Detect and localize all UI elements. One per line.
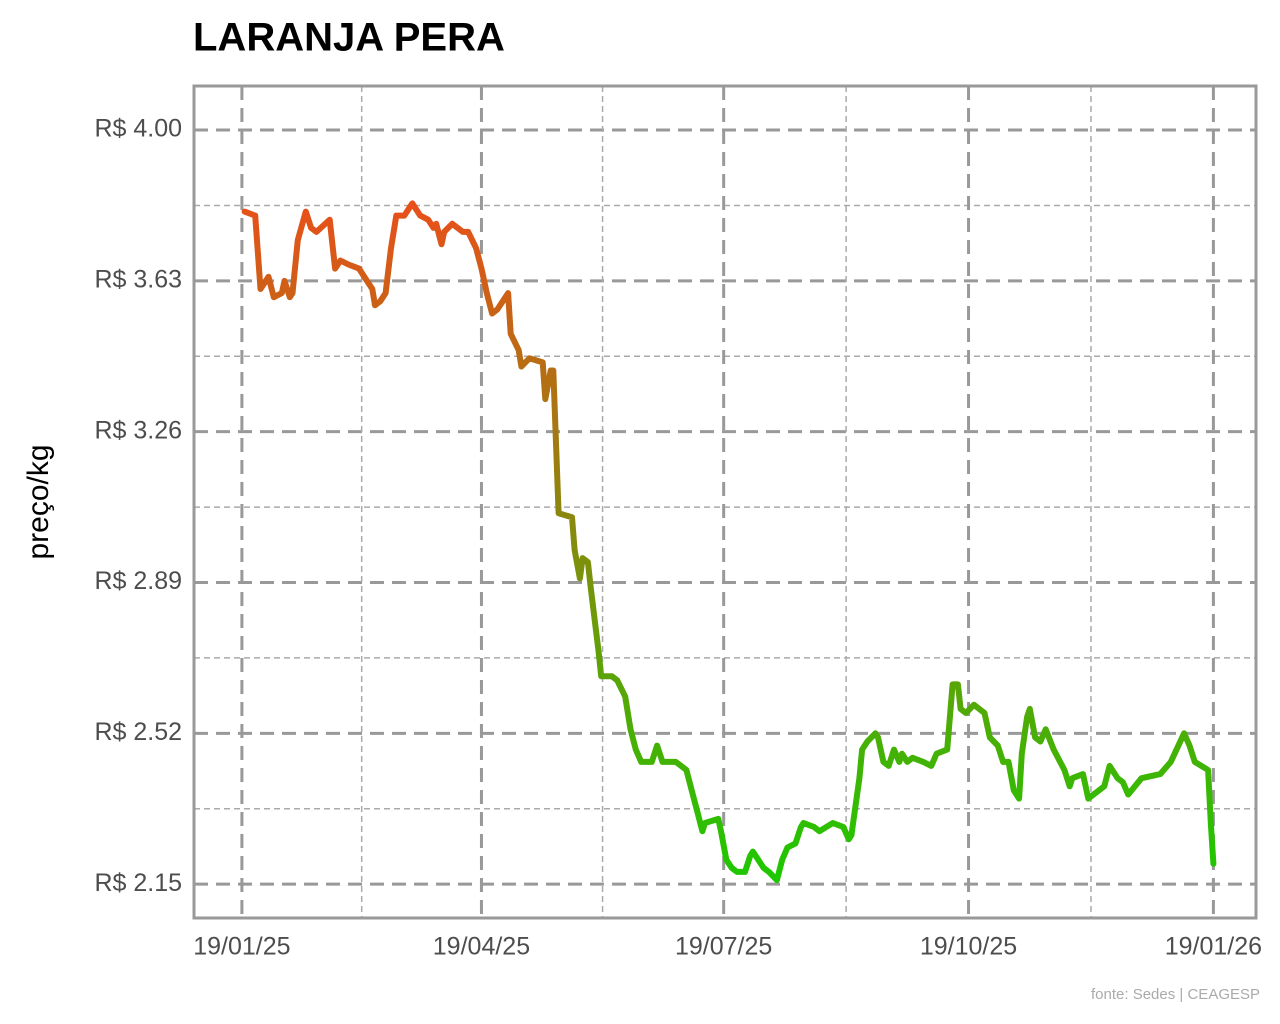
- x-tick-label: 19/01/25: [193, 933, 290, 961]
- y-tick-label: R$ 3.26: [94, 416, 182, 444]
- chart-title: LARANJA PERA: [193, 16, 505, 60]
- y-tick-label: R$ 4.00: [94, 115, 182, 143]
- x-tick-label: 19/07/25: [675, 933, 772, 961]
- source-note: fonte: Sedes | CEAGESP: [1091, 986, 1260, 1003]
- y-tick-label: R$ 3.63: [94, 265, 182, 293]
- x-tick-label: 19/10/25: [920, 933, 1017, 961]
- plot-frame: [192, 84, 1258, 920]
- marks: [241, 200, 1217, 884]
- grid: [194, 86, 1256, 918]
- y-axis-label: preço/kg: [22, 444, 55, 559]
- y-tick-label: R$ 2.89: [94, 567, 182, 595]
- x-tick-label: 19/01/26: [1165, 933, 1262, 961]
- y-tick-label: R$ 2.15: [94, 869, 182, 897]
- price-line: [241, 200, 1217, 884]
- y-tick-label: R$ 2.52: [94, 718, 182, 746]
- x-tick-label: 19/04/25: [433, 933, 530, 961]
